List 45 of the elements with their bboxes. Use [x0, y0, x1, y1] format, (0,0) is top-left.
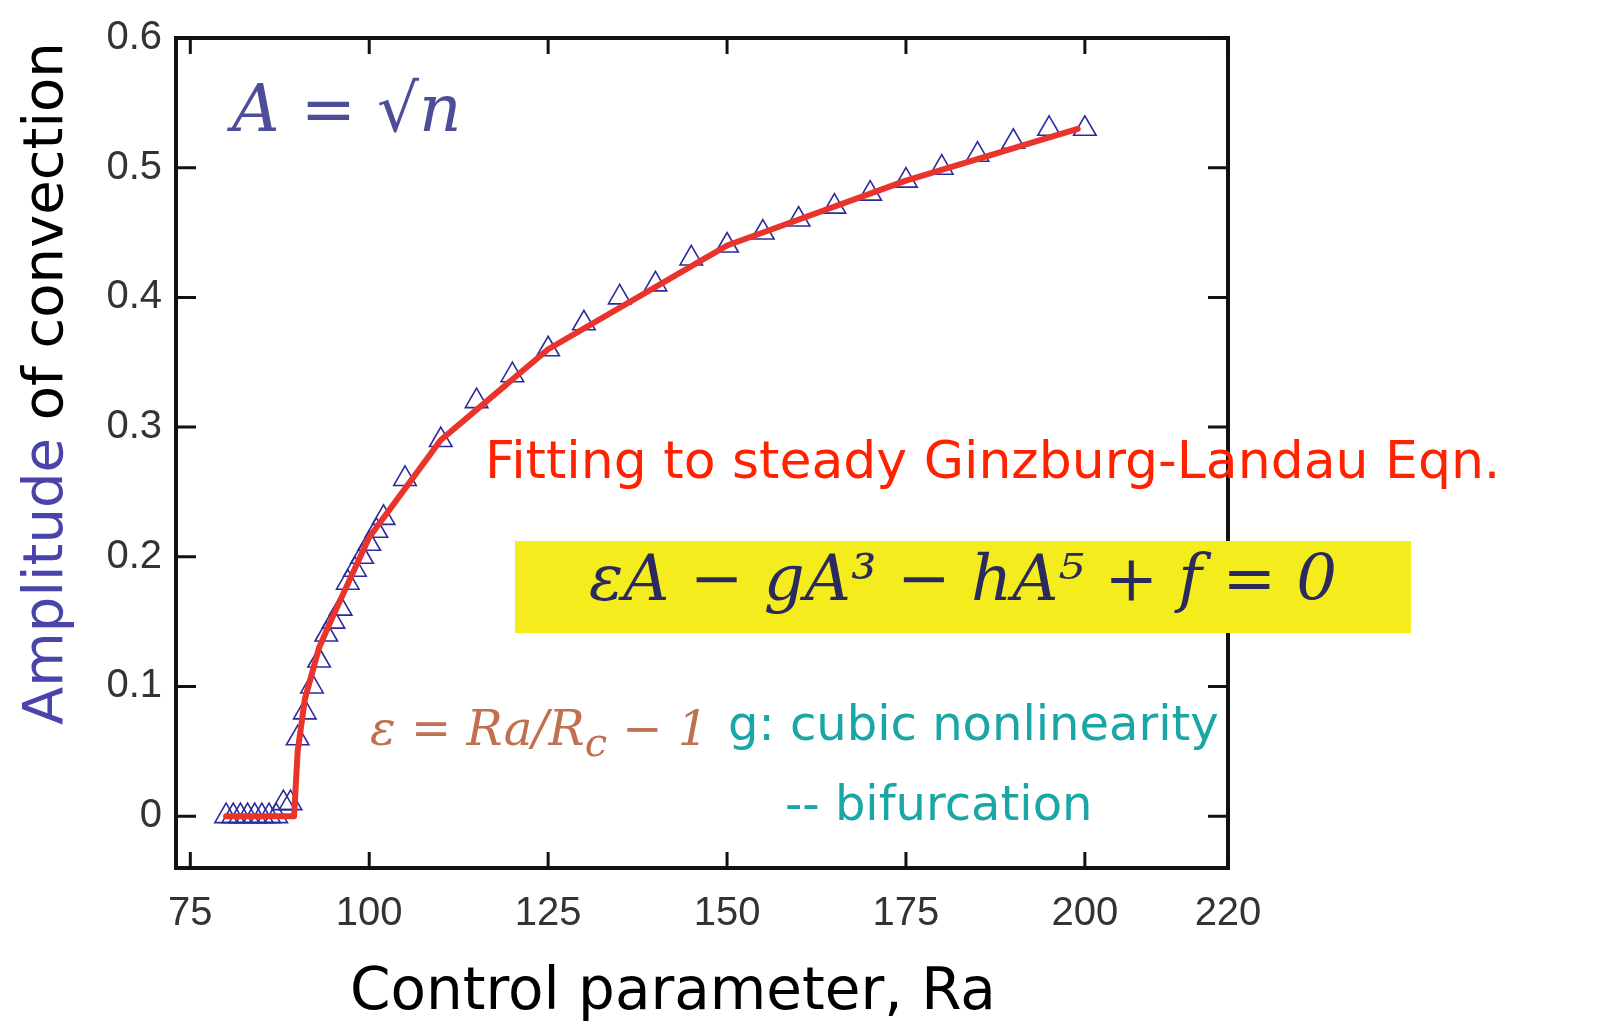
point [357, 529, 382, 552]
point [643, 270, 668, 292]
point [214, 802, 239, 824]
x-tick-label: 125 [514, 889, 582, 934]
point [342, 555, 367, 578]
point [364, 517, 389, 539]
point [256, 802, 282, 824]
x-tick-label: 175 [872, 889, 940, 934]
point [1072, 114, 1097, 137]
annotation: εA − gA³ − hA⁵ + f = 0 [515, 541, 1411, 633]
x-tick-label: 220 [1194, 889, 1262, 934]
point [893, 166, 919, 188]
point [228, 802, 253, 824]
y-tick-label: 0.3 [106, 402, 162, 447]
point [221, 802, 246, 824]
point [750, 218, 775, 240]
x-tick-label: 75 [168, 889, 213, 934]
x-axis-title: Control parameter, Ra [350, 955, 996, 1023]
annotation: -- bifurcation [785, 775, 1093, 831]
point [786, 205, 811, 227]
point [536, 335, 561, 357]
point [285, 724, 310, 746]
x-tick-label: 100 [335, 889, 403, 934]
x-tick-label: 150 [693, 889, 761, 934]
point [335, 568, 360, 590]
point [235, 802, 260, 824]
x-tick-label: 200 [1051, 889, 1119, 934]
point [392, 465, 418, 487]
y-tick-label: 0.6 [106, 13, 162, 58]
point [858, 179, 883, 201]
y-axis-title: Amplitude of convection [10, 42, 75, 725]
point [249, 802, 274, 824]
y-tick-label: 0.2 [106, 531, 162, 576]
annotation: g: cubic nonlinearity [728, 695, 1219, 751]
point [428, 426, 453, 448]
point [350, 542, 375, 565]
point [264, 802, 289, 824]
annotation: ε = Ra/R$_{c}$ − 1 [370, 700, 709, 765]
y-tick-label: 0.5 [106, 142, 162, 187]
y-tick-label: 0.1 [106, 661, 162, 706]
point [371, 504, 396, 526]
y-tick-label: 0 [139, 791, 162, 836]
point [242, 802, 267, 824]
y-tick-label: 0.4 [106, 272, 162, 317]
point [822, 192, 847, 214]
